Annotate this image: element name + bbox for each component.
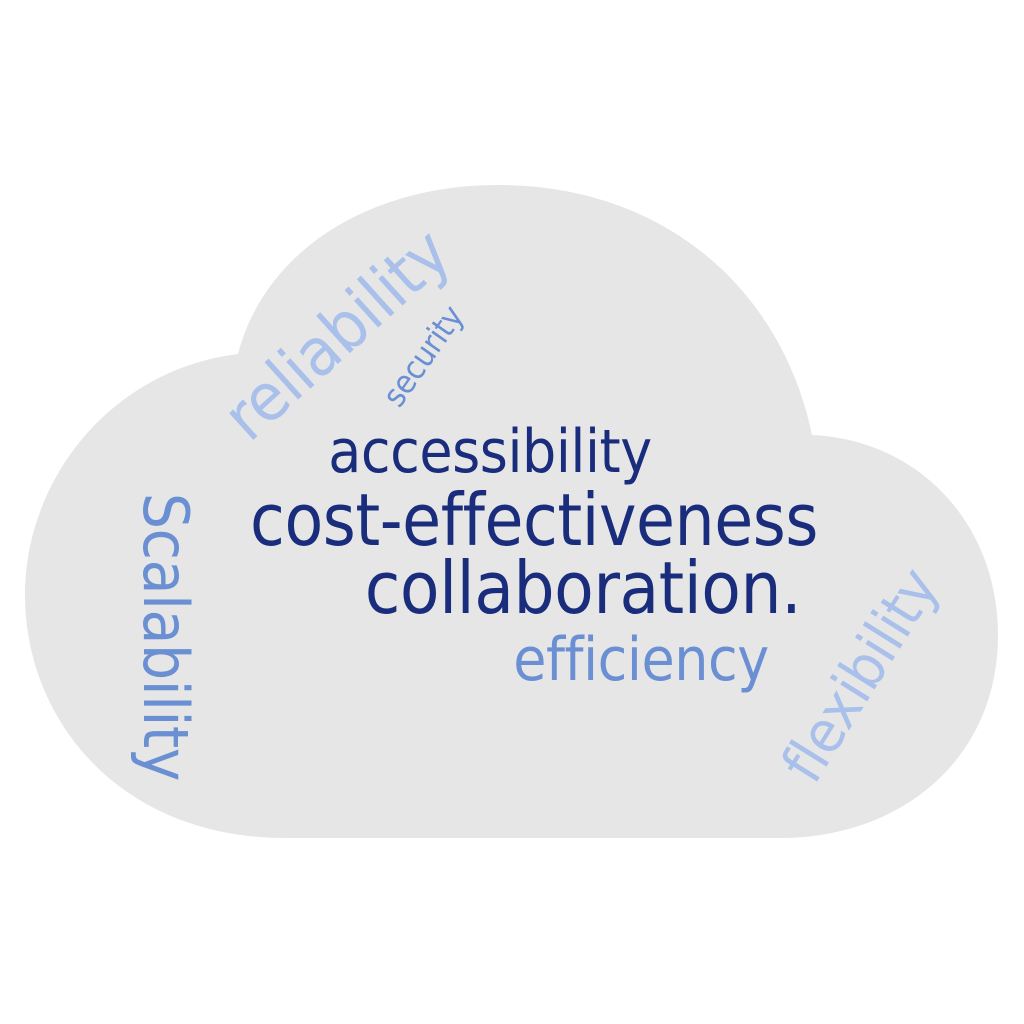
word-accessibility: accessibility bbox=[328, 417, 652, 487]
word-scalability: Scalability bbox=[129, 492, 202, 782]
word-cost-effectiveness: cost-effectiveness bbox=[250, 478, 818, 562]
cloud-background bbox=[25, 185, 998, 838]
word-efficiency: efficiency bbox=[513, 625, 769, 695]
word-collaboration: collaboration. bbox=[364, 546, 802, 630]
